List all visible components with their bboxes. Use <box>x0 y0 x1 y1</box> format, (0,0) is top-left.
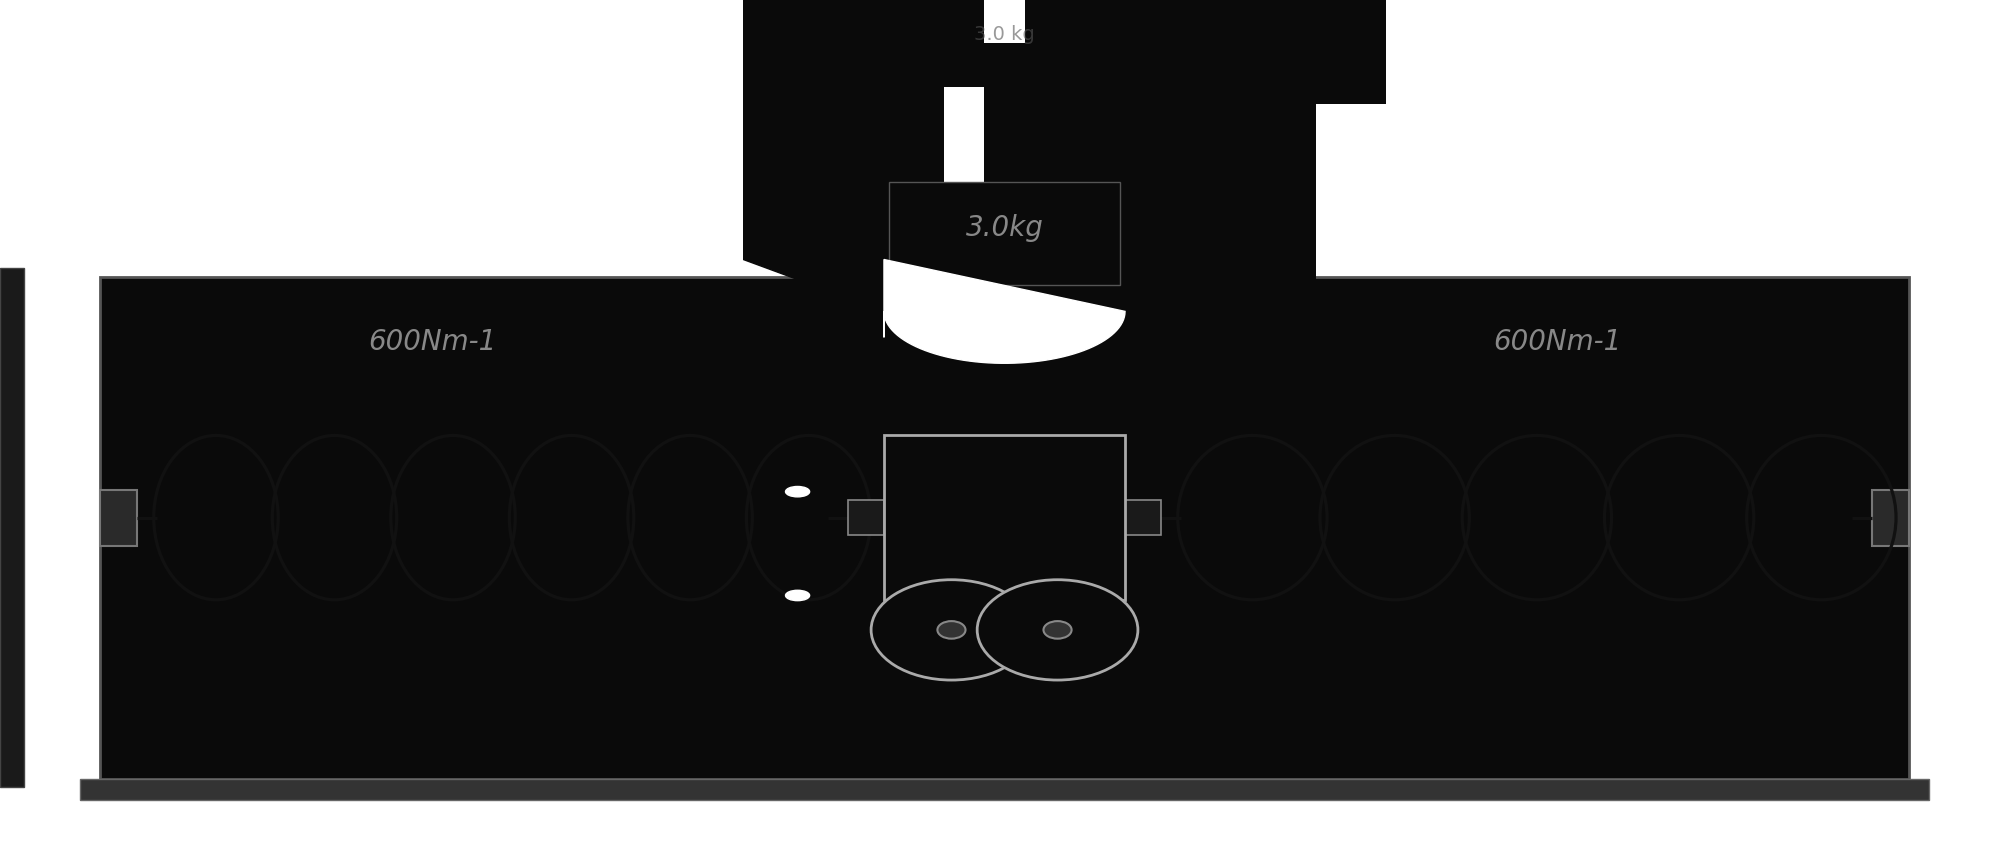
Text: 600Nm-1: 600Nm-1 <box>1493 328 1621 356</box>
Bar <box>743 0 984 86</box>
Bar <box>100 490 137 546</box>
Text: 3.0kg: 3.0kg <box>966 215 1043 242</box>
Ellipse shape <box>1043 621 1071 638</box>
Bar <box>848 500 884 535</box>
Ellipse shape <box>938 621 966 638</box>
Bar <box>888 182 1121 285</box>
Text: 600Nm-1: 600Nm-1 <box>368 328 496 356</box>
Bar <box>1125 500 1161 535</box>
Bar <box>884 435 1125 599</box>
Bar <box>80 778 1929 800</box>
Bar <box>984 43 1316 303</box>
Polygon shape <box>884 260 1125 363</box>
Bar <box>100 277 1909 778</box>
Text: 3.0 kg: 3.0 kg <box>974 25 1035 44</box>
Bar <box>0 268 24 787</box>
Bar <box>743 17 944 260</box>
Circle shape <box>786 590 810 600</box>
Bar <box>1025 0 1386 104</box>
Bar <box>1872 490 1909 546</box>
Ellipse shape <box>872 580 1033 680</box>
Ellipse shape <box>976 580 1137 680</box>
Polygon shape <box>743 260 944 311</box>
Circle shape <box>786 486 810 497</box>
